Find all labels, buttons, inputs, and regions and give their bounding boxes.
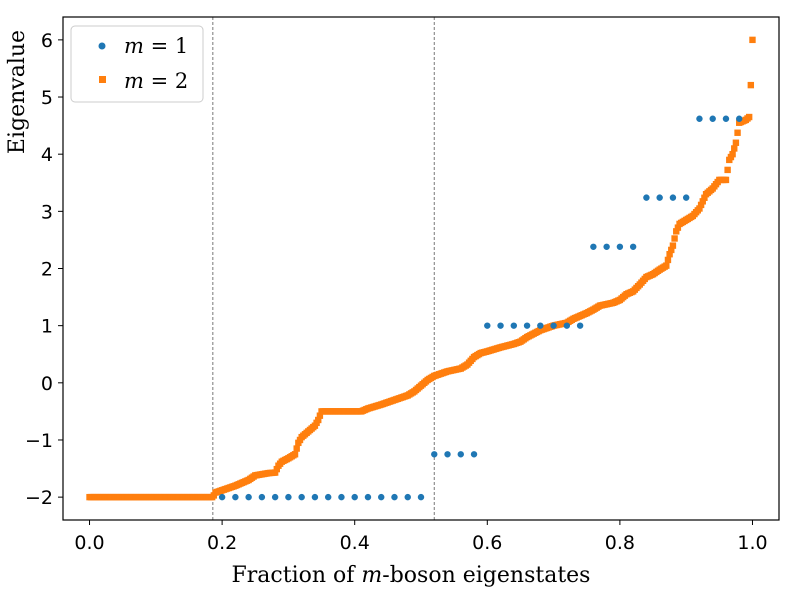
data-point-m2 — [734, 129, 741, 136]
axes-layer: 0.0 0.2 0.4 0.6 0.8 1.0 −2 −1 0 1 2 3 4 5 6 — [25, 30, 768, 554]
y-tick-label: −2 — [25, 487, 53, 509]
data-point-m2 — [699, 198, 706, 205]
data-point-m1 — [338, 493, 345, 501]
x-tick-label: 0.2 — [207, 532, 237, 554]
data-point-m1 — [218, 493, 226, 501]
y-tick-label: 2 — [41, 259, 53, 281]
y-tick-label: 3 — [41, 201, 53, 223]
data-point-m1 — [324, 493, 332, 501]
data-point-m1 — [391, 493, 398, 501]
legend-label-m2: m = 2 — [124, 69, 188, 93]
data-point-m1 — [722, 115, 730, 122]
data-point-m2 — [666, 251, 673, 258]
y-tick-label: 6 — [41, 30, 53, 52]
x-tick-label: 0.0 — [74, 532, 104, 554]
y-tick-label: 5 — [41, 87, 53, 109]
x-tick-label: 0.6 — [472, 532, 502, 554]
data-point-m1 — [537, 322, 544, 329]
series-m2 — [86, 36, 756, 501]
data-point-m1 — [245, 493, 252, 501]
data-point-m1 — [576, 322, 584, 329]
series-m1 — [218, 115, 743, 501]
data-point-m1 — [444, 451, 451, 458]
data-point-m1 — [484, 322, 491, 329]
x-tick-label: 0.8 — [605, 532, 635, 554]
data-point-m2 — [315, 416, 322, 424]
y-tick-label: 0 — [41, 373, 53, 395]
data-point-m2 — [673, 228, 680, 235]
data-point-m1 — [696, 115, 703, 122]
data-point-m2 — [291, 451, 299, 458]
data-point-m2 — [664, 256, 672, 264]
x-tick-label: 1.0 — [737, 532, 767, 554]
data-point-m2 — [722, 176, 730, 184]
legend-marker-m2 — [99, 76, 106, 83]
data-point-m1 — [298, 493, 305, 501]
legend-label-m1: m = 1 — [124, 34, 188, 58]
data-point-m2 — [273, 465, 281, 473]
data-point-m2 — [701, 194, 708, 201]
data-point-m1 — [364, 493, 372, 501]
x-axis-label-suffix: -boson eigenstates — [382, 563, 590, 588]
data-point-m2 — [729, 150, 736, 158]
data-point-m2 — [671, 235, 678, 242]
data-point-m2 — [745, 113, 753, 121]
data-point-m1 — [404, 493, 411, 501]
y-tick-label: 4 — [41, 144, 53, 166]
data-point-m2 — [749, 36, 756, 44]
legend-marker-m1 — [98, 42, 106, 50]
data-point-m1 — [629, 243, 637, 250]
x-axis-label-prefix: Fraction of — [232, 563, 362, 588]
data-point-m1 — [258, 493, 266, 501]
data-point-m1 — [523, 322, 531, 329]
data-point-m1 — [510, 322, 518, 329]
data-point-m2 — [697, 201, 705, 209]
data-point-m1 — [431, 451, 438, 458]
y-tick-label: 1 — [41, 316, 53, 338]
data-point-m2 — [663, 262, 670, 269]
data-point-m2 — [732, 139, 740, 146]
data-point-m1 — [656, 194, 663, 201]
data-point-m2 — [696, 205, 703, 212]
data-point-m1 — [285, 493, 292, 501]
data-point-m1 — [563, 322, 571, 329]
data-point-m2 — [668, 246, 675, 254]
data-point-m1 — [470, 451, 478, 458]
data-point-m2 — [293, 445, 300, 452]
data-point-m1 — [271, 493, 279, 501]
data-point-m1 — [497, 322, 504, 329]
data-point-m2 — [271, 469, 279, 476]
data-point-m1 — [616, 243, 624, 250]
data-point-m2 — [724, 166, 731, 174]
data-point-m1 — [669, 194, 677, 201]
data-point-m2 — [674, 224, 682, 231]
data-point-m1 — [232, 493, 239, 501]
data-point-m2 — [747, 81, 755, 89]
data-point-m1 — [457, 451, 464, 458]
x-axis-label: Fraction of m-boson eigenstates — [232, 563, 591, 588]
y-tick-label: −1 — [25, 430, 53, 452]
data-point-m1 — [311, 493, 319, 501]
x-tick-label: 0.4 — [340, 532, 370, 554]
marks-layer — [86, 17, 756, 520]
legend: m = 1 m = 2 — [70, 25, 204, 103]
data-point-m1 — [590, 243, 597, 250]
data-point-m1 — [550, 322, 557, 329]
data-point-m1 — [643, 194, 650, 201]
data-point-m1 — [417, 493, 425, 501]
data-point-m1 — [603, 243, 610, 250]
x-axis-label-variable: m — [361, 563, 382, 588]
y-axis-label: Eigenvalue — [5, 30, 30, 154]
data-point-m1 — [682, 194, 690, 201]
data-point-m1 — [709, 115, 716, 122]
data-point-m2 — [669, 242, 677, 249]
data-point-m1 — [378, 493, 385, 501]
data-point-m2 — [731, 145, 738, 152]
data-point-m1 — [351, 493, 358, 501]
data-point-m2 — [316, 412, 324, 419]
data-point-m1 — [736, 115, 743, 122]
